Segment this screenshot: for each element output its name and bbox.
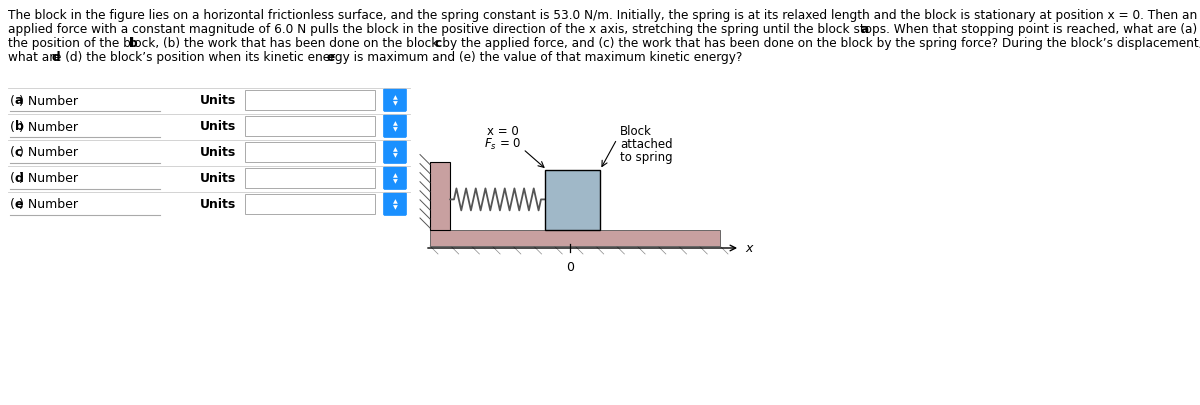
Text: Units: Units [200,172,236,185]
Text: Units: Units [200,120,236,133]
Text: (: ( [10,120,14,133]
Text: ▼: ▼ [392,205,397,210]
Text: Units: Units [200,94,236,107]
Text: ) Number: ) Number [19,94,78,107]
Text: $F_s$ = 0: $F_s$ = 0 [485,136,522,151]
Bar [245,117,374,136]
Text: b: b [128,37,137,50]
Text: The block in the figure lies on a horizontal frictionless surface, and the sprin: The block in the figure lies on a horizo… [8,9,1198,22]
Text: (: ( [10,146,14,159]
Text: the position of the block, (b) the work that has been done on the block by the a: the position of the block, (b) the work … [8,37,1200,50]
Text: e: e [14,198,23,211]
Text: applied force with a constant magnitude of 6.0 N pulls the block in the positive: applied force with a constant magnitude … [8,23,1198,36]
FancyBboxPatch shape [384,167,407,190]
Text: 0: 0 [566,260,574,273]
Text: c: c [14,146,22,159]
Text: ) Number: ) Number [19,120,78,133]
Text: ▲: ▲ [392,199,397,204]
Bar [245,194,374,215]
Text: ) Number: ) Number [19,198,78,211]
Text: a: a [14,94,23,107]
FancyBboxPatch shape [384,193,407,216]
Text: Block: Block [620,125,652,138]
Text: d: d [14,172,23,185]
Text: what are (d) the block’s position when its kinetic energy is maximum and (e) the: what are (d) the block’s position when i… [8,51,743,64]
Bar [245,143,374,162]
Text: (: ( [10,172,14,185]
Bar [545,171,600,230]
Text: ▼: ▼ [392,153,397,158]
FancyBboxPatch shape [384,141,407,164]
Text: ▲: ▲ [392,95,397,100]
Bar [245,168,374,189]
FancyBboxPatch shape [384,115,407,138]
Text: ) Number: ) Number [19,172,78,185]
Bar [430,230,720,246]
Text: ▼: ▼ [392,179,397,184]
Text: ▼: ▼ [392,101,397,106]
Text: ) Number: ) Number [19,146,78,159]
Text: x: x [745,242,752,255]
Text: Units: Units [200,198,236,211]
Text: a: a [860,23,869,36]
Text: ▼: ▼ [392,127,397,132]
Text: b: b [14,120,23,133]
Text: c: c [434,37,442,50]
Text: ▲: ▲ [392,121,397,126]
Bar [245,91,374,111]
Text: (: ( [10,198,14,211]
Text: to spring: to spring [620,151,673,164]
Text: e: e [326,51,335,64]
Text: (: ( [10,94,14,107]
Text: attached: attached [620,138,673,151]
Text: Units: Units [200,146,236,159]
Text: d: d [52,51,60,64]
Text: ▲: ▲ [392,173,397,178]
FancyBboxPatch shape [384,89,407,112]
Text: x = 0: x = 0 [487,125,518,138]
Text: ▲: ▲ [392,147,397,152]
Bar [430,162,450,230]
